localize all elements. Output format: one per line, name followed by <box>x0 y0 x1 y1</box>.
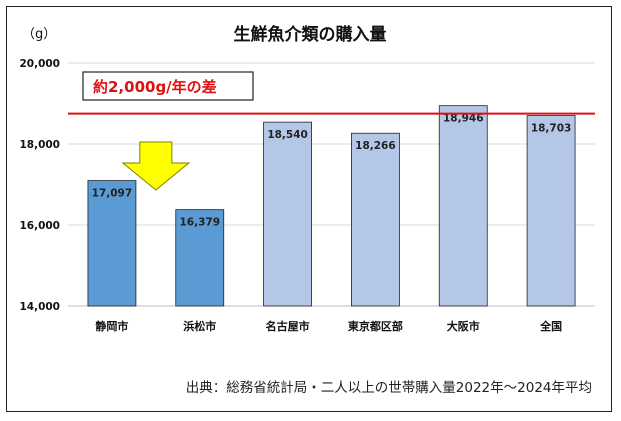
down-arrow-icon <box>121 141 191 191</box>
source-note: 出典：総務省統計局・二人以上の世帯購入量2022年～2024年平均 <box>186 380 592 396</box>
category-labels: 静岡市 浜松市 名古屋市 東京都区部 大阪市 全国 <box>95 319 562 333</box>
y-tick-label: 20,000 <box>19 58 60 70</box>
y-tick-label: 14,000 <box>19 301 60 313</box>
y-axis-ticks: 14,000 16,000 18,000 20,000 <box>19 58 60 313</box>
data-label: 18,703 <box>531 123 572 135</box>
bar <box>438 105 488 307</box>
category-label: 名古屋市 <box>266 319 310 333</box>
category-label: 全国 <box>539 319 562 333</box>
data-label: 18,540 <box>267 129 308 141</box>
data-label: 18,946 <box>443 113 484 125</box>
bar <box>87 180 137 307</box>
y-tick-label: 18,000 <box>19 139 60 151</box>
category-label: 浜松市 <box>183 319 216 333</box>
bars <box>87 105 576 307</box>
category-label: 東京都区部 <box>348 319 403 333</box>
data-label: 18,266 <box>355 140 396 152</box>
bar <box>175 209 225 307</box>
data-label: 17,097 <box>92 188 133 200</box>
data-labels: 17,097 16,379 18,540 18,266 18,946 18,703 <box>92 113 572 229</box>
y-unit-label: （g） <box>22 27 56 42</box>
bar <box>263 121 312 307</box>
annotation-text: 約2,000g/年の差 <box>93 78 217 96</box>
category-label: 静岡市 <box>95 319 128 333</box>
category-label: 大阪市 <box>447 319 480 333</box>
data-label: 16,379 <box>179 217 220 229</box>
chart-title: 生鮮魚介類の購入量 <box>234 24 387 45</box>
y-tick-label: 16,000 <box>19 220 60 232</box>
bar <box>351 132 400 307</box>
annotation-box <box>82 71 254 101</box>
bar <box>526 115 576 307</box>
